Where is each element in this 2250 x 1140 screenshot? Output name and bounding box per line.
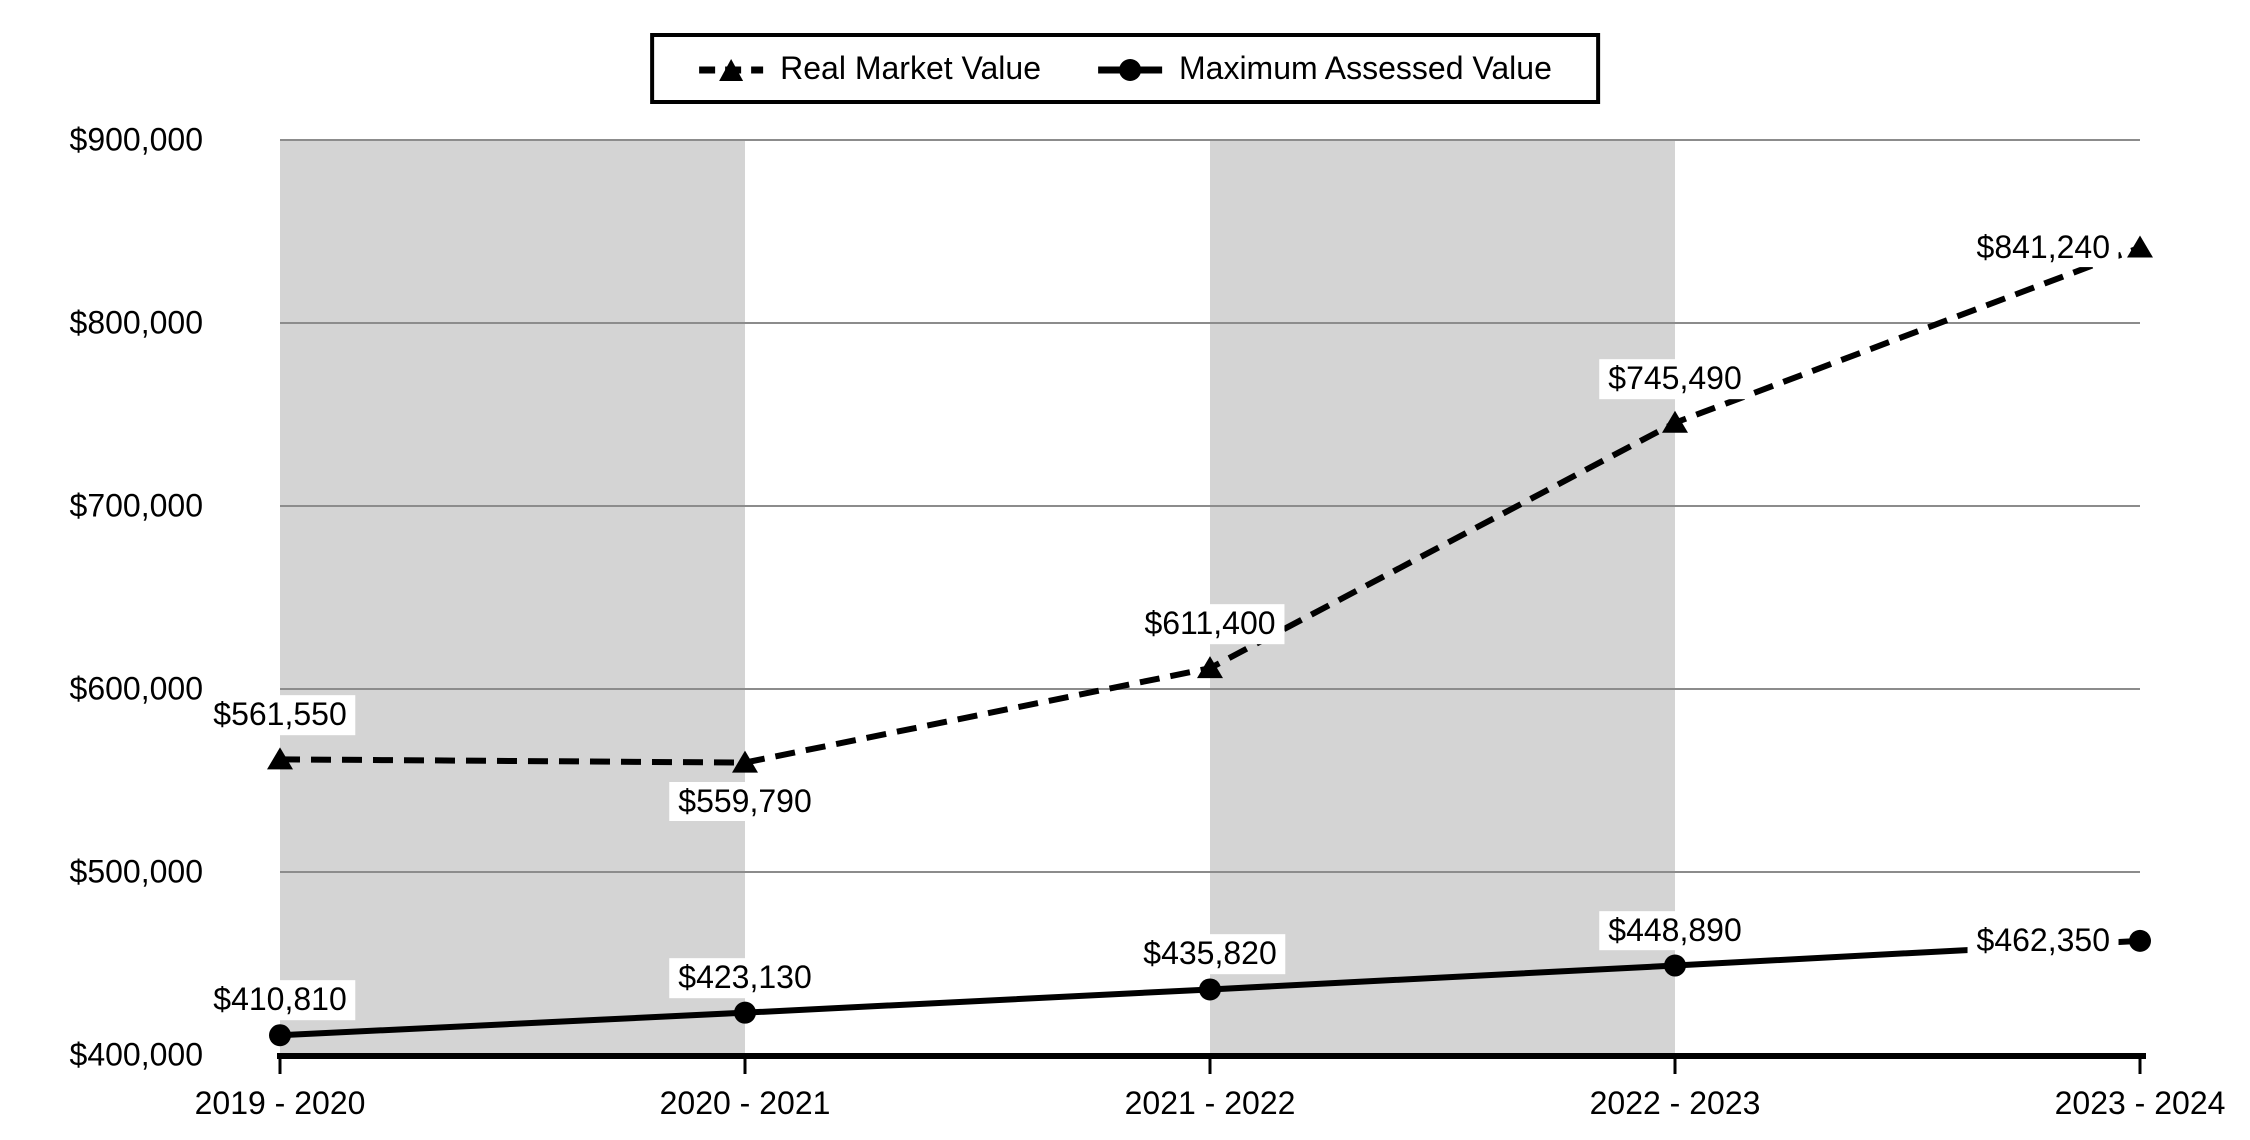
dashed-line-triangle-marker-icon xyxy=(699,58,764,81)
legend-item-maximum-assessed-value: Maximum Assessed Value xyxy=(1097,50,1552,87)
triangle-marker-icon xyxy=(267,747,293,770)
circle-marker-icon xyxy=(269,1024,291,1047)
shaded-band xyxy=(1210,141,1675,1053)
legend-label-real-market-value: Real Market Value xyxy=(780,50,1041,86)
chart-legend: Real Market Value Maximum Assessed Value xyxy=(650,33,1600,104)
circle-marker-icon xyxy=(1664,954,1686,977)
triangle-marker-icon xyxy=(2127,235,2153,258)
solid-line-circle-marker-icon xyxy=(1097,58,1162,81)
triangle-marker-icon xyxy=(1197,656,1223,679)
triangle-marker-icon xyxy=(732,750,758,773)
circle-marker-icon xyxy=(2129,929,2151,952)
shaded-band xyxy=(280,141,745,1053)
circle-marker-icon xyxy=(734,1001,756,1024)
circle-marker-icon xyxy=(1199,978,1221,1001)
triangle-marker-icon xyxy=(1662,410,1688,433)
legend-label-maximum-assessed-value: Maximum Assessed Value xyxy=(1178,50,1552,86)
legend-item-real-market-value: Real Market Value xyxy=(698,50,1041,87)
